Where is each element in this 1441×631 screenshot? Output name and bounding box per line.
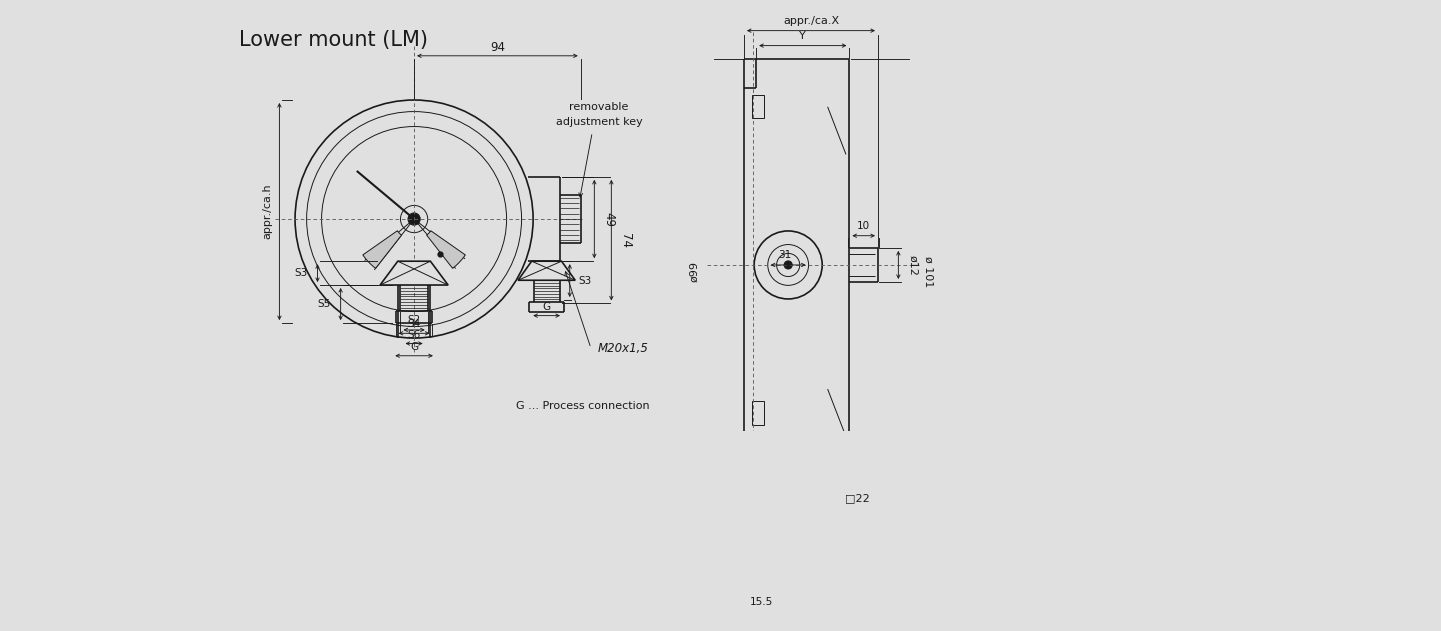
- Text: ø 101: ø 101: [924, 256, 934, 287]
- Text: S3: S3: [578, 276, 591, 286]
- Polygon shape: [380, 261, 448, 285]
- Text: G: G: [411, 342, 418, 352]
- Text: adjustment key: adjustment key: [556, 117, 643, 127]
- Text: appr./ca.h: appr./ca.h: [262, 184, 272, 239]
- Circle shape: [408, 213, 421, 225]
- Polygon shape: [363, 231, 402, 268]
- Polygon shape: [427, 231, 465, 268]
- Text: G ... Process connection: G ... Process connection: [516, 401, 650, 411]
- Text: S4: S4: [408, 319, 421, 329]
- Text: M20x1,5: M20x1,5: [598, 342, 648, 355]
- Text: □22: □22: [844, 493, 869, 503]
- Text: ø99: ø99: [690, 261, 700, 282]
- Bar: [752, 401, 764, 425]
- Text: ø12: ø12: [908, 254, 918, 275]
- Text: S6: S6: [408, 329, 421, 339]
- Text: S3: S3: [294, 268, 307, 278]
- Text: G: G: [543, 302, 550, 312]
- Text: Y: Y: [800, 31, 806, 41]
- Text: removable: removable: [569, 102, 628, 112]
- Text: 10: 10: [857, 221, 870, 231]
- Bar: [752, 95, 764, 119]
- Text: 94: 94: [490, 41, 504, 54]
- Text: appr./ca.X: appr./ca.X: [782, 16, 839, 26]
- Text: Lower mount (LM): Lower mount (LM): [239, 30, 428, 50]
- Text: S2: S2: [408, 316, 421, 326]
- Text: S5: S5: [317, 299, 330, 309]
- Text: 49: 49: [602, 211, 615, 227]
- Text: 74: 74: [620, 233, 633, 247]
- Circle shape: [784, 261, 793, 269]
- Polygon shape: [519, 261, 575, 280]
- Polygon shape: [752, 485, 804, 525]
- Text: 15.5: 15.5: [749, 597, 772, 607]
- Text: 31: 31: [778, 250, 791, 260]
